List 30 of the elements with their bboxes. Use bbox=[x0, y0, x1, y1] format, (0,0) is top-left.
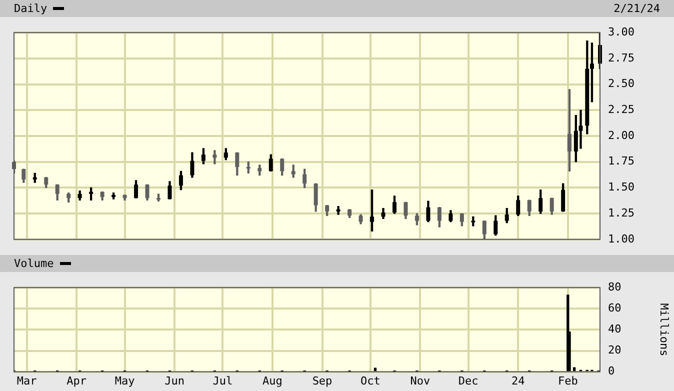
text: 2/21/24 bbox=[614, 1, 660, 17]
chart-title: Volume bbox=[14, 256, 55, 272]
y-tick-label: 2.75 bbox=[608, 51, 634, 64]
x-tick-label: Mar bbox=[16, 374, 38, 388]
y-tick-label: 40 bbox=[608, 322, 622, 336]
x-tick-label: Jul bbox=[212, 374, 233, 388]
y-tick-label: 2.25 bbox=[608, 103, 634, 116]
x-tick-label: Feb bbox=[558, 374, 578, 388]
y-tick-label: 2.00 bbox=[608, 128, 634, 142]
y-tick-label: 1.25 bbox=[608, 206, 634, 220]
y-tick-label: 1.75 bbox=[608, 154, 634, 168]
y-tick-label: 20 bbox=[608, 344, 622, 357]
y-tick-label: 60 bbox=[608, 302, 622, 315]
y-tick-label: 0 bbox=[608, 364, 615, 378]
x-tick-label: Nov bbox=[410, 374, 430, 388]
x-tick-label: Aug bbox=[262, 374, 282, 388]
y-tick-label: 1.00 bbox=[608, 232, 634, 246]
y-axis-title: Millions bbox=[658, 303, 671, 356]
x-tick-label: Dec bbox=[458, 374, 478, 388]
x-tick-label: Jun bbox=[164, 374, 184, 388]
y-tick-label: 3.00 bbox=[608, 25, 634, 38]
x-tick-label: 24 bbox=[511, 374, 526, 388]
y-tick-label: 80 bbox=[608, 280, 622, 294]
x-tick-label: May bbox=[114, 374, 136, 388]
chart-title: Daily bbox=[14, 1, 48, 17]
y-tick-label: 1.50 bbox=[608, 180, 634, 194]
x-tick-label: Oct bbox=[360, 374, 380, 388]
x-tick-label: Apr bbox=[66, 374, 87, 388]
y-tick-label: 2.50 bbox=[608, 77, 634, 90]
x-tick-label: Sep bbox=[312, 374, 332, 388]
